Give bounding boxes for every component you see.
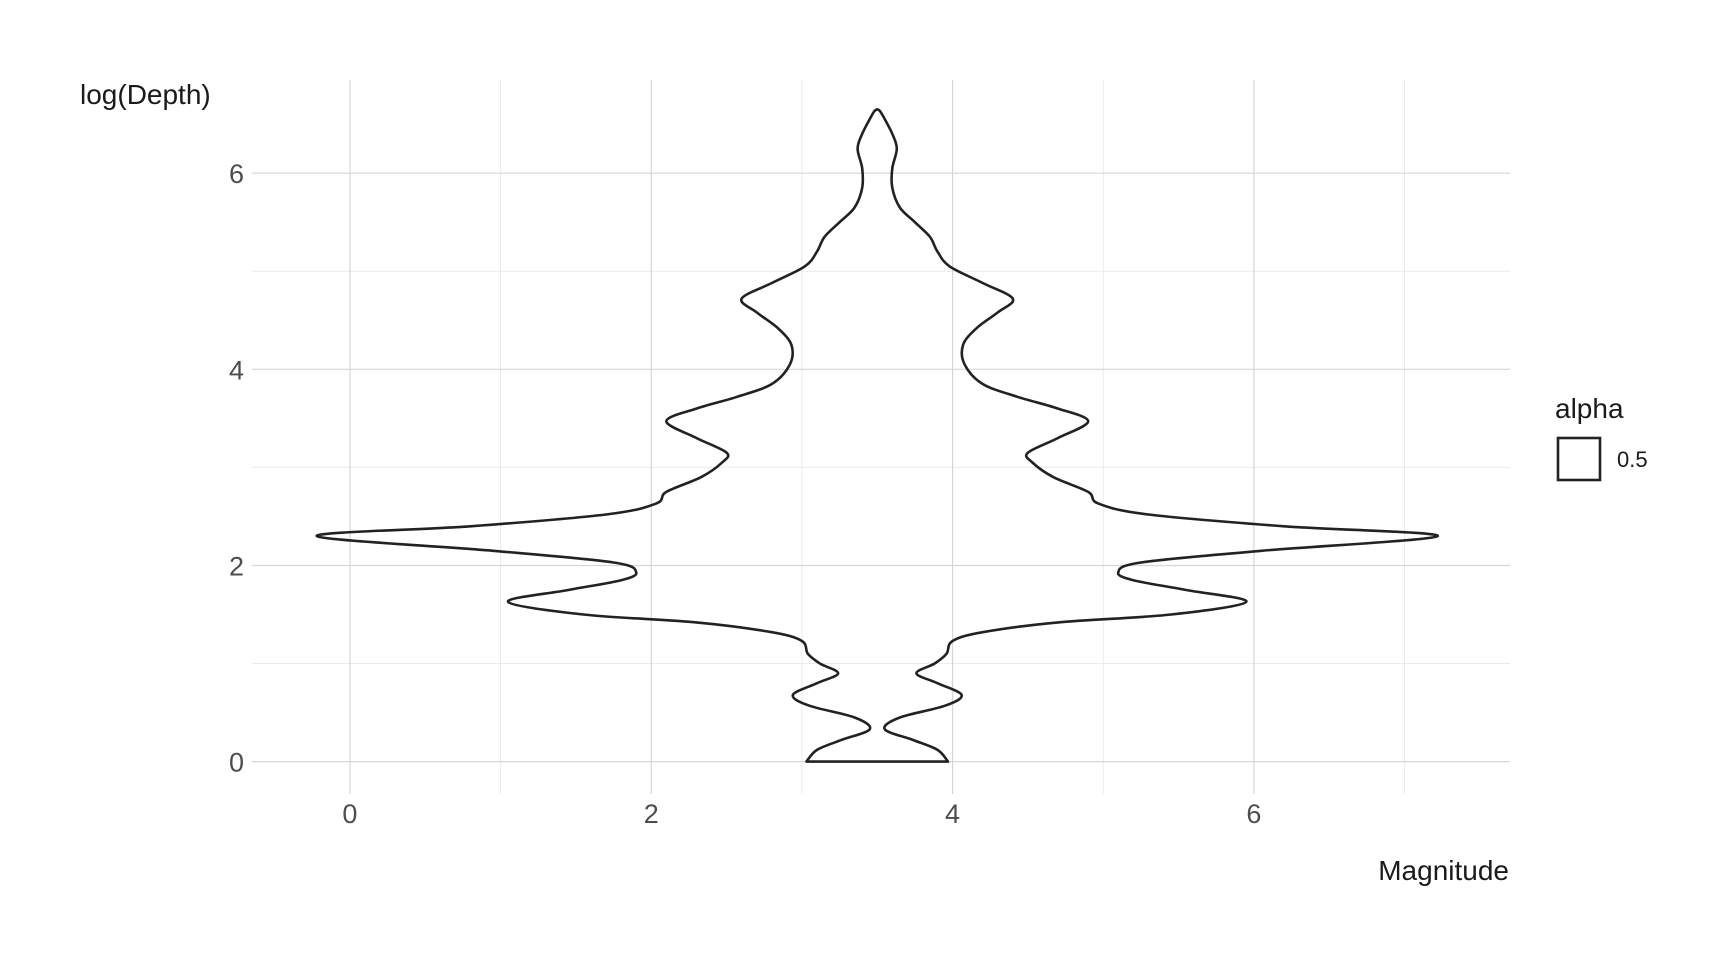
y-tick-label: 2 [229, 551, 244, 581]
y-tick-label: 6 [229, 159, 244, 189]
legend-label: 0.5 [1617, 447, 1648, 472]
violin-outline [315, 108, 1440, 763]
y-tick-label: 0 [229, 748, 244, 778]
x-tick-label: 0 [342, 799, 357, 829]
legend-title: alpha [1555, 393, 1624, 424]
legend: alpha 0.5 [1555, 393, 1648, 482]
x-tick-label: 2 [644, 799, 659, 829]
minor-gridlines [252, 80, 1510, 794]
x-tick-label: 4 [945, 799, 960, 829]
legend-key-swatch [1556, 436, 1602, 482]
x-axis-tick-labels: 0 2 4 6 [342, 799, 1261, 829]
y-axis-title: log(Depth) [80, 79, 211, 110]
x-axis-title: Magnitude [1378, 855, 1509, 886]
x-tick-label: 6 [1246, 799, 1261, 829]
major-gridlines [252, 80, 1510, 794]
y-axis-tick-labels: 0 2 4 6 [229, 159, 244, 777]
y-tick-label: 4 [229, 355, 244, 385]
